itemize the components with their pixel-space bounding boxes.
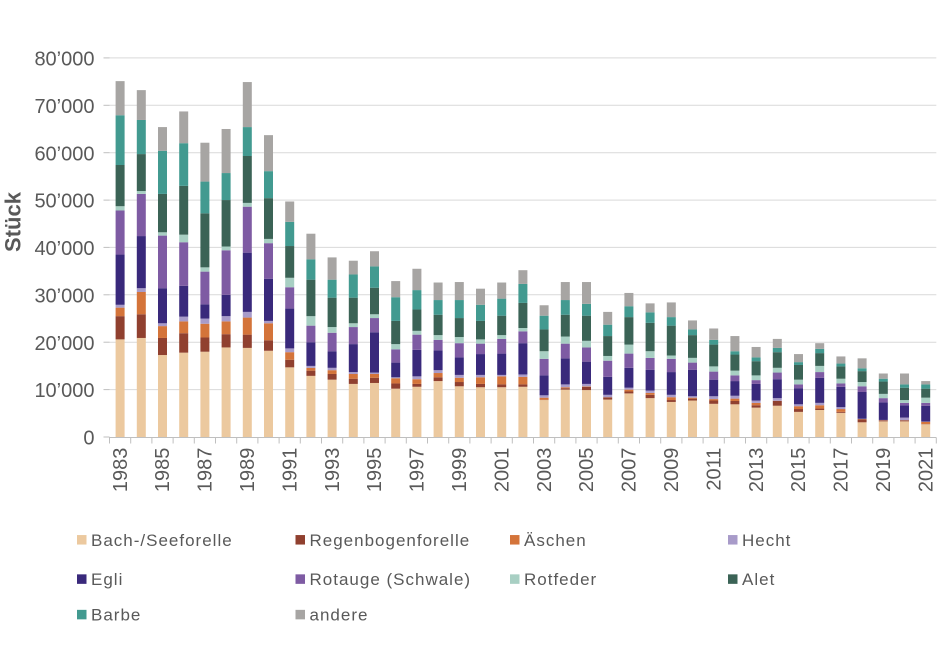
svg-text:2013: 2013 bbox=[746, 448, 768, 493]
svg-text:2017: 2017 bbox=[831, 448, 853, 493]
svg-text:Barbe: Barbe bbox=[91, 606, 141, 625]
svg-text:1987: 1987 bbox=[195, 448, 217, 493]
svg-text:Äschen: Äschen bbox=[524, 531, 587, 550]
svg-text:Rotauge (Schwale): Rotauge (Schwale) bbox=[310, 570, 472, 589]
svg-text:0: 0 bbox=[83, 428, 94, 450]
svg-text:20’000: 20’000 bbox=[34, 333, 94, 355]
svg-text:2019: 2019 bbox=[873, 448, 895, 493]
svg-text:1995: 1995 bbox=[364, 448, 386, 493]
svg-text:Egli: Egli bbox=[91, 570, 123, 589]
svg-text:70’000: 70’000 bbox=[34, 96, 94, 118]
svg-text:2007: 2007 bbox=[619, 448, 641, 493]
svg-text:1985: 1985 bbox=[152, 448, 174, 493]
svg-text:Stück: Stück bbox=[0, 191, 25, 252]
svg-text:Hecht: Hecht bbox=[742, 531, 791, 550]
svg-text:40’000: 40’000 bbox=[34, 238, 94, 260]
svg-text:60’000: 60’000 bbox=[34, 143, 94, 165]
svg-text:2009: 2009 bbox=[661, 448, 683, 493]
svg-text:10’000: 10’000 bbox=[34, 380, 94, 402]
svg-text:2011: 2011 bbox=[703, 448, 725, 491]
svg-text:2003: 2003 bbox=[534, 448, 556, 493]
svg-text:1991: 1991 bbox=[279, 448, 301, 493]
svg-text:1999: 1999 bbox=[449, 448, 471, 493]
svg-text:80’000: 80’000 bbox=[34, 49, 94, 71]
svg-text:Alet: Alet bbox=[742, 570, 775, 589]
svg-text:Regenbogenforelle: Regenbogenforelle bbox=[310, 531, 471, 550]
svg-text:Bach-/Seeforelle: Bach-/Seeforelle bbox=[91, 531, 233, 550]
svg-text:Rotfeder: Rotfeder bbox=[524, 570, 597, 589]
svg-text:1983: 1983 bbox=[110, 448, 132, 493]
svg-text:30’000: 30’000 bbox=[34, 285, 94, 307]
svg-text:2005: 2005 bbox=[576, 448, 598, 493]
svg-text:2015: 2015 bbox=[788, 448, 810, 493]
svg-text:2001: 2001 bbox=[491, 448, 513, 493]
svg-text:1997: 1997 bbox=[407, 448, 429, 493]
svg-text:2021: 2021 bbox=[915, 448, 937, 493]
svg-text:1993: 1993 bbox=[322, 448, 344, 493]
svg-text:50’000: 50’000 bbox=[34, 191, 94, 213]
svg-text:1989: 1989 bbox=[237, 448, 259, 493]
svg-text:andere: andere bbox=[310, 606, 369, 625]
